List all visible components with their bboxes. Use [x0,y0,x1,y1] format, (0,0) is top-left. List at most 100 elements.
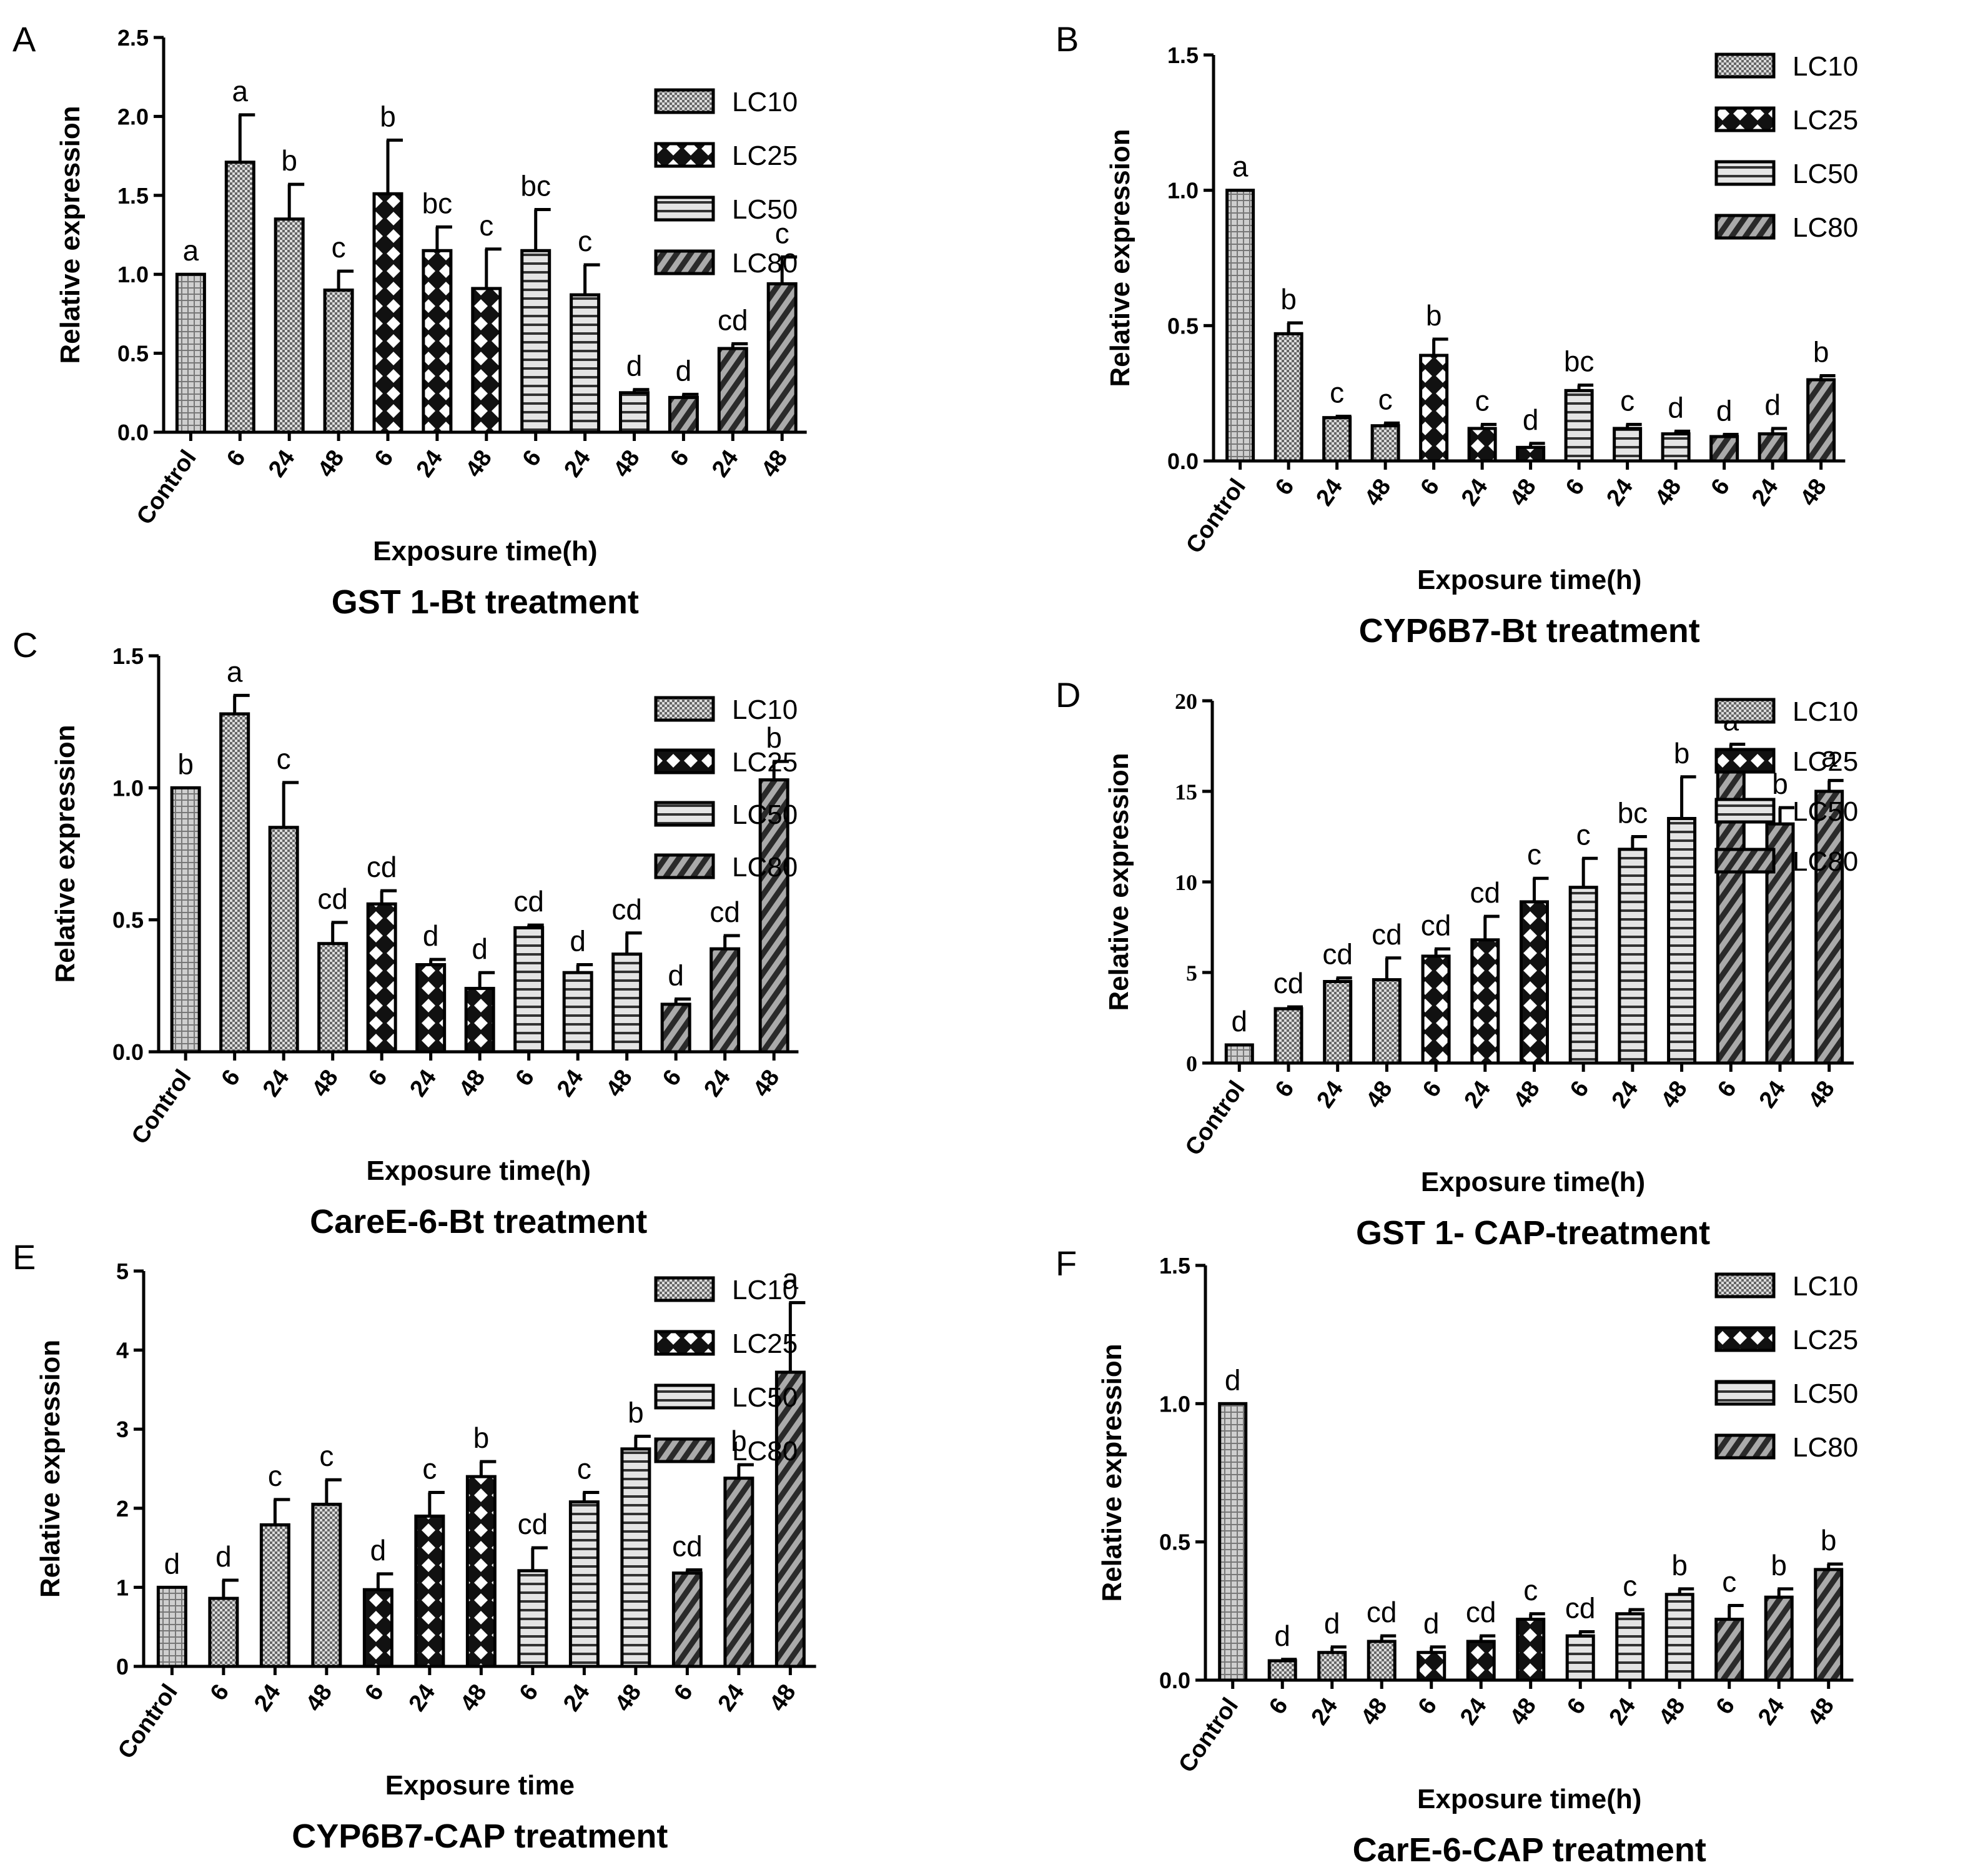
significance-letter: cd [518,1508,548,1540]
category-label: 48 [461,445,498,482]
bar [274,217,305,434]
significance-letter: b [1813,336,1829,369]
legend-swatch [654,1383,715,1410]
legend-label: LC50 [732,799,798,830]
y-axis-title: Relative expression [50,725,81,982]
significance-letter: c [422,1452,437,1485]
legend-label: LC80 [1793,212,1858,243]
y-axis-title: Relative expression [1105,129,1135,387]
bar [208,1596,239,1668]
legend-label: LC25 [1793,1325,1858,1355]
category-label: 48 [748,1065,785,1102]
bar [170,786,201,1054]
legend-label: LC10 [1793,696,1858,727]
significance-letter: cd [367,851,397,883]
legend-swatch [654,1437,715,1463]
significance-letter: d [370,1534,387,1566]
legend-label: LC50 [732,1382,798,1413]
category-label: 6 [1711,1693,1741,1719]
significance-letter: cd [1421,909,1451,941]
y-tick-label: 2.0 [117,104,149,129]
bar [1419,354,1449,463]
significance-letter: bc [520,170,551,202]
bar [774,1370,806,1668]
legend-label: LC10 [1793,51,1858,82]
y-tick-label: 0.0 [112,1039,144,1065]
y-tick-label: 3 [116,1417,129,1442]
legend-swatch [1714,1272,1776,1299]
chart-title: CareE-6-Bt treatment [310,1203,647,1240]
legend-label: LC25 [732,1328,798,1359]
bar [224,161,255,434]
significance-letter: a [183,234,199,267]
legend-label: LC25 [732,747,798,778]
bar [366,902,397,1054]
y-tick-label: 10 [1175,870,1197,895]
category-label: 6 [1415,474,1445,500]
significance-letter: d [668,959,684,991]
y-tick-label: 1.0 [117,262,149,287]
category-label: 24 [1460,1076,1496,1113]
significance-letter: a [1821,741,1837,773]
bar [513,926,545,1054]
significance-letter: d [1764,388,1781,421]
bar [259,1523,290,1668]
category-label: 6 [1270,474,1300,500]
y-tick-label: 1.5 [1167,42,1199,68]
significance-letter: d [1225,1363,1241,1396]
x-axis-title: Exposure time(h) [1417,565,1641,595]
category-label: 24 [1747,474,1784,511]
significance-letter: c [1620,385,1634,417]
legend-label: LC80 [732,1436,798,1467]
bar [1565,1634,1595,1682]
legend-label: LC25 [1793,105,1858,136]
significance-letter: bc [1618,797,1648,829]
y-tick-label: 0.5 [1167,313,1199,339]
bar [1470,938,1500,1065]
x-axis-title: Exposure time [385,1770,575,1801]
legend-swatch [1714,1433,1776,1460]
bar [1814,1568,1844,1682]
significance-letter: cd [1367,1596,1397,1628]
legend-swatch [654,748,715,774]
category-label: 6 [669,1680,698,1705]
bar [517,1569,548,1668]
bar [1267,1659,1297,1682]
category-label: 24 [405,1065,442,1102]
category-label: 48 [1505,1693,1541,1730]
bar [568,1500,600,1668]
significance-letter: cd [1470,876,1500,909]
category-label: 24 [1601,474,1638,511]
bar [1516,1618,1546,1682]
significance-letter: cd [672,1530,703,1563]
bar [175,272,206,434]
significance-letter: cd [1466,1596,1496,1628]
category-label: 48 [608,445,645,482]
bar [464,987,495,1054]
bar [668,395,699,434]
significance-letter: bc [1564,345,1595,378]
category-label: 48 [764,1680,801,1716]
category-label: 48 [454,1065,491,1102]
significance-letter: a [1232,151,1249,183]
category-label: 6 [1270,1076,1300,1102]
bar [570,293,601,434]
category-label: 6 [1413,1693,1443,1719]
category-label: 6 [658,1065,687,1091]
category-label: 6 [217,1065,246,1091]
y-tick-label: 0.5 [112,908,144,933]
y-tick-label: 5 [116,1259,129,1284]
significance-letter: c [578,225,592,257]
panel-letter: C [12,625,37,665]
legend-swatch [654,88,715,114]
significance-letter: c [1527,838,1541,871]
bar [766,282,798,434]
category-label: 48 [1656,1076,1693,1113]
category-label: 24 [1311,474,1348,511]
y-tick-label: 1.0 [1167,178,1199,204]
bar [1417,1651,1446,1682]
chart-title: CarE-6-CAP treatment [1353,1831,1706,1869]
bar [1814,789,1844,1065]
chart-title: GST 1- CAP-treatment [1356,1214,1710,1252]
category-label: 6 [511,1065,540,1091]
